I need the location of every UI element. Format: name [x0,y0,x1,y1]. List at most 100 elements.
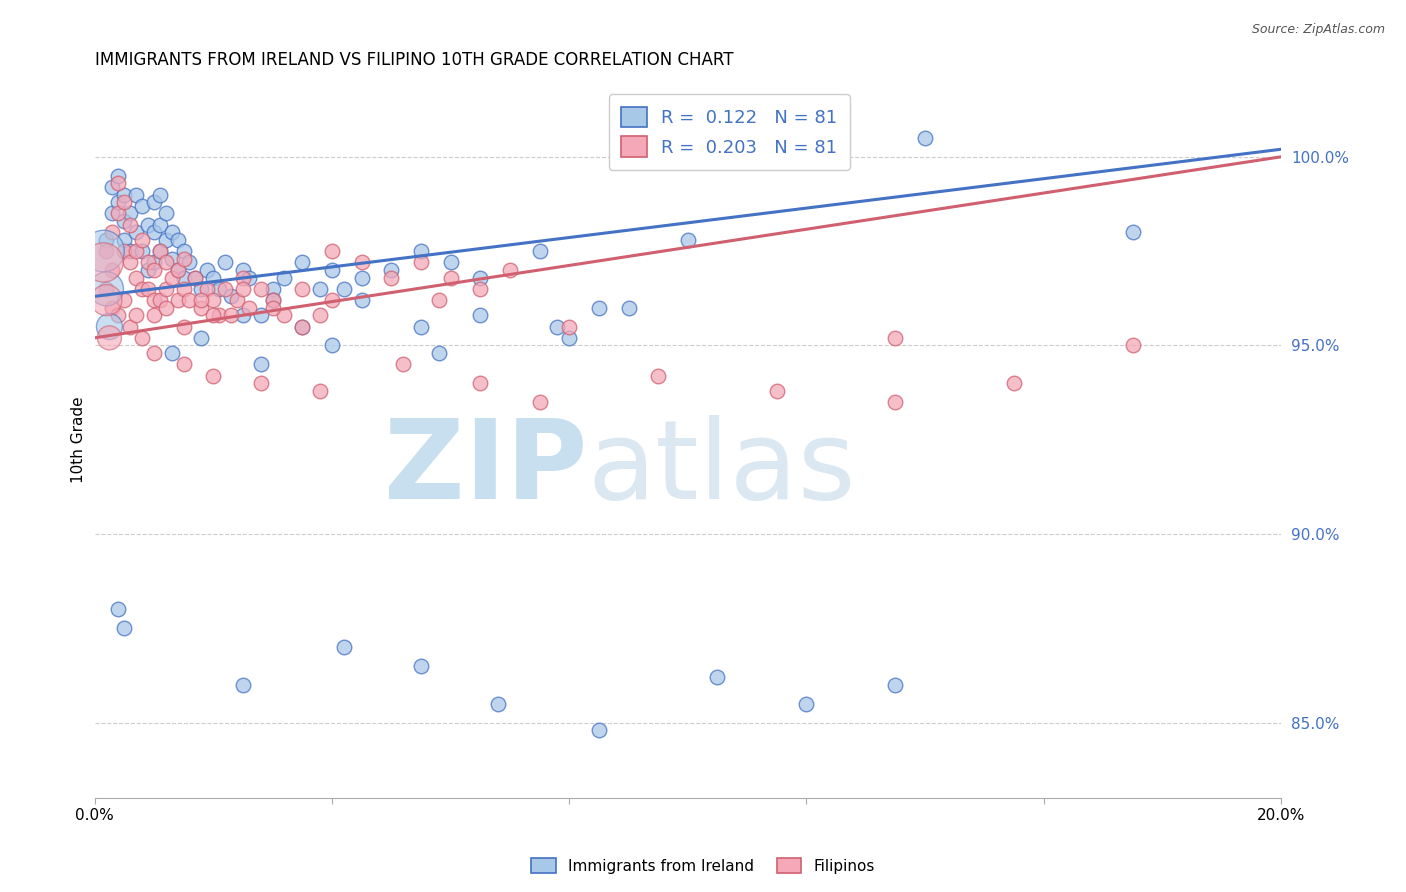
Point [529,244,551,258]
Point [131,282,153,296]
Point [101,225,124,239]
Point [160,225,183,239]
Point [232,678,254,692]
Point [439,270,461,285]
Point [125,244,148,258]
Point [96,282,118,296]
Point [350,270,373,285]
Point [321,244,343,258]
Point [470,308,492,322]
Point [96,244,118,258]
Point [321,338,343,352]
Point [142,195,165,210]
Point [112,244,135,258]
Point [142,293,165,307]
Point [155,255,177,269]
Legend: R =  0.122   N = 81, R =  0.203   N = 81: R = 0.122 N = 81, R = 0.203 N = 81 [609,94,849,170]
Point [380,270,402,285]
Point [884,331,907,345]
Point [470,376,492,391]
Point [131,244,153,258]
Point [617,301,640,315]
Text: IMMIGRANTS FROM IRELAND VS FILIPINO 10TH GRADE CORRELATION CHART: IMMIGRANTS FROM IRELAND VS FILIPINO 10TH… [94,51,733,69]
Point [409,319,432,334]
Point [160,346,183,360]
Point [190,301,212,315]
Point [884,395,907,409]
Point [96,282,118,296]
Point [232,270,254,285]
Point [291,282,314,296]
Point [112,233,135,247]
Point [202,293,225,307]
Point [1002,376,1025,391]
Point [136,263,159,277]
Point [107,308,129,322]
Point [179,293,201,307]
Point [588,723,610,738]
Point [112,195,135,210]
Point [149,244,172,258]
Point [914,131,936,145]
Point [1122,338,1144,352]
Point [160,270,183,285]
Point [125,270,148,285]
Y-axis label: 10th Grade: 10th Grade [72,396,86,483]
Point [125,187,148,202]
Point [98,319,121,334]
Point [214,255,236,269]
Point [219,289,242,303]
Point [249,282,271,296]
Point [101,206,124,220]
Point [332,282,354,296]
Point [470,282,492,296]
Point [332,640,354,655]
Point [392,357,415,371]
Point [101,263,124,277]
Point [350,255,373,269]
Point [112,214,135,228]
Point [173,244,195,258]
Point [262,293,284,307]
Point [184,270,207,285]
Point [131,233,153,247]
Point [179,255,201,269]
Point [149,218,172,232]
Point [558,331,581,345]
Point [262,293,284,307]
Point [232,263,254,277]
Text: atlas: atlas [586,415,855,522]
Point [409,255,432,269]
Point [647,368,669,383]
Point [107,602,129,616]
Point [120,244,142,258]
Point [226,293,249,307]
Point [125,225,148,239]
Point [190,293,212,307]
Point [219,308,242,322]
Point [427,346,450,360]
Point [262,301,284,315]
Point [208,308,231,322]
Point [142,308,165,322]
Point [273,270,295,285]
Point [93,255,115,269]
Point [208,282,231,296]
Point [291,255,314,269]
Point [190,282,212,296]
Point [766,384,789,398]
Point [166,293,188,307]
Point [142,255,165,269]
Point [249,376,271,391]
Point [529,395,551,409]
Point [409,659,432,673]
Point [98,331,121,345]
Point [202,270,225,285]
Point [166,263,188,277]
Point [1122,225,1144,239]
Point [546,319,568,334]
Point [232,308,254,322]
Point [101,180,124,194]
Point [232,282,254,296]
Point [321,263,343,277]
